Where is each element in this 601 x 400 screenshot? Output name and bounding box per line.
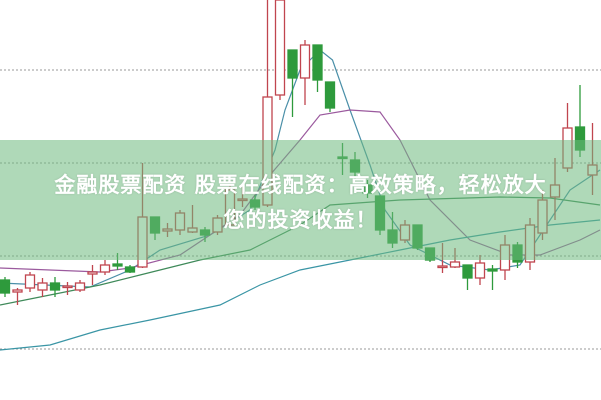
banner-line-2: 您的投资收益！ [223, 208, 378, 232]
candle-up [449, 261, 461, 268]
candle-down [112, 263, 123, 267]
candle-up [87, 271, 98, 275]
candle-up [99, 264, 111, 273]
candle-down [287, 49, 298, 79]
candle-up [274, 0, 286, 96]
candle-up [299, 44, 311, 79]
candle-down [487, 268, 498, 272]
candle-up [12, 289, 23, 293]
promo-banner [0, 140, 601, 260]
banner-line-1: 金融股票配资 股票在线配资：高效策略，轻松放大 [54, 173, 547, 197]
candle-down [462, 264, 473, 279]
candle-down [324, 81, 336, 109]
candle-up [37, 282, 48, 291]
candle-down [0, 279, 11, 294]
candle-up [24, 274, 36, 289]
candle-down [124, 266, 136, 273]
candle-down [49, 282, 61, 291]
candle-up [62, 285, 73, 289]
candle-up [74, 282, 86, 291]
candle-down [312, 44, 323, 81]
candle-up [437, 265, 448, 269]
candle-up [474, 262, 486, 279]
